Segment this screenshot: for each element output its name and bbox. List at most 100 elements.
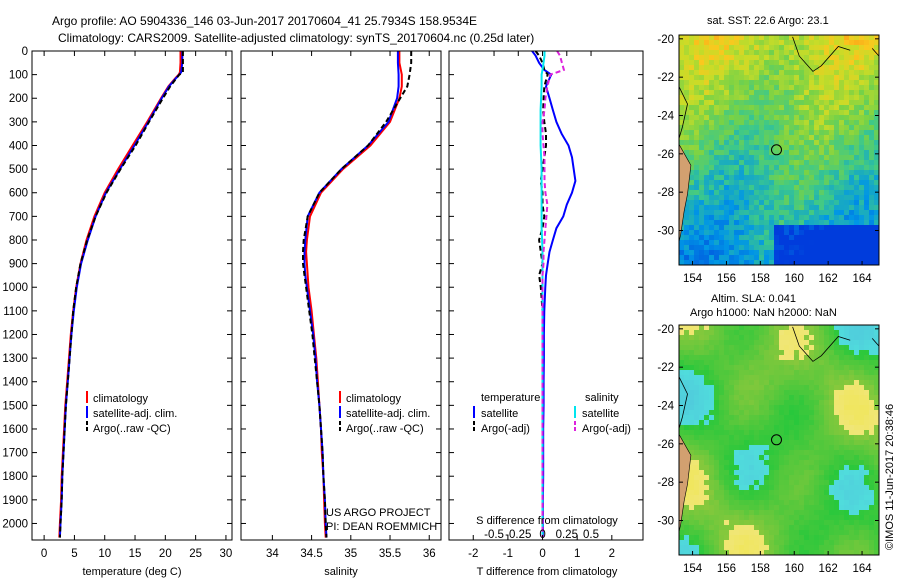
heatmap-cell — [699, 150, 705, 156]
heatmap-cell — [869, 210, 875, 216]
heatmap-cell — [744, 410, 750, 416]
heatmap-cell — [799, 240, 805, 246]
heatmap-cell — [779, 220, 785, 226]
heatmap-cell — [729, 140, 735, 146]
heatmap-cell — [859, 505, 865, 511]
heatmap-cell — [719, 195, 725, 201]
heatmap-cell — [864, 375, 870, 381]
heatmap-cell — [679, 550, 685, 556]
heatmap-cell — [864, 130, 870, 136]
heatmap-cell — [704, 245, 710, 251]
heatmap-cell — [819, 100, 825, 106]
heatmap-cell — [839, 75, 845, 81]
heatmap-cell — [829, 450, 835, 456]
heatmap-cell — [829, 130, 835, 136]
heatmap-cell — [714, 410, 720, 416]
heatmap-cell — [764, 445, 770, 451]
heatmap-cell — [799, 405, 805, 411]
heatmap-cell — [794, 355, 800, 361]
heatmap-cell — [769, 175, 775, 181]
heatmap-cell — [874, 400, 880, 406]
heatmap-cell — [699, 65, 705, 71]
heatmap-cell — [799, 450, 805, 456]
heatmap-cell — [874, 460, 880, 466]
project-note: US ARGO PROJECT — [326, 507, 431, 519]
heatmap-cell — [804, 515, 810, 521]
heatmap-cell — [709, 535, 715, 541]
heatmap-cell — [769, 375, 775, 381]
heatmap-cell — [844, 50, 850, 56]
heatmap-cell — [799, 245, 805, 251]
heatmap-cell — [834, 385, 840, 391]
heatmap-cell — [749, 505, 755, 511]
heatmap-cell — [804, 225, 810, 231]
heatmap-cell — [764, 130, 770, 136]
heatmap-cell — [709, 215, 715, 221]
heatmap-cell — [724, 190, 730, 196]
heatmap-cell — [784, 235, 790, 241]
heatmap-cell — [829, 390, 835, 396]
heatmap-cell — [849, 515, 855, 521]
heatmap-cell — [754, 470, 760, 476]
heatmap-cell — [829, 70, 835, 76]
heatmap-cell — [804, 335, 810, 341]
heatmap-cell — [774, 240, 780, 246]
heatmap-cell — [874, 360, 880, 366]
heatmap-cell — [784, 160, 790, 166]
heatmap-cell — [834, 545, 840, 551]
heatmap-cell — [829, 330, 835, 336]
heatmap-cell — [794, 90, 800, 96]
heatmap-cell — [734, 440, 740, 446]
heatmap-cell — [789, 365, 795, 371]
heatmap-cell — [764, 335, 770, 341]
heatmap-cell — [699, 240, 705, 246]
heatmap-cell — [729, 50, 735, 56]
heatmap-cell — [694, 145, 700, 151]
difference-panel: -2 -1 0 1 2 -0.5 -0.25 0 0.25 0.5 S difference f… — [448, 50, 644, 578]
heatmap-cell — [694, 540, 700, 546]
heatmap-cell — [799, 40, 805, 46]
heatmap-cell — [729, 260, 735, 266]
heatmap-cell — [869, 525, 875, 531]
heatmap-cell — [769, 340, 775, 346]
heatmap-cell — [809, 510, 815, 516]
heatmap-cell — [734, 180, 740, 186]
heatmap-cell — [824, 450, 830, 456]
heatmap-cell — [719, 475, 725, 481]
heatmap-cell — [864, 470, 870, 476]
heatmap-cell — [834, 520, 840, 526]
heatmap-cell — [744, 360, 750, 366]
heatmap-cell — [869, 250, 875, 256]
heatmap-cell — [864, 90, 870, 96]
heatmap-cell — [794, 35, 800, 41]
heatmap-cell — [874, 160, 880, 166]
heatmap-cell — [854, 535, 860, 541]
heatmap-cell — [824, 245, 830, 251]
heatmap-cell — [779, 490, 785, 496]
temperature-panel: 0100200300400500600700800900100011001200… — [2, 46, 643, 578]
heatmap-cell — [819, 85, 825, 91]
heatmap-cell — [734, 190, 740, 196]
heatmap-cell — [804, 485, 810, 491]
heatmap-cell — [839, 510, 845, 516]
heatmap-cell — [854, 195, 860, 201]
heatmap-cell — [849, 530, 855, 536]
heatmap-cell — [734, 165, 740, 171]
heatmap-cell — [734, 75, 740, 81]
heatmap-cell — [819, 525, 825, 531]
heatmap-cell — [789, 50, 795, 56]
heatmap-cell — [789, 95, 795, 101]
heatmap-cell — [864, 95, 870, 101]
y-tick-label: 400 — [9, 140, 28, 152]
heatmap-cell — [854, 260, 860, 266]
heatmap-cell — [779, 150, 785, 156]
heatmap-cell — [864, 430, 870, 436]
heatmap-cell — [849, 210, 855, 216]
heatmap-cell — [794, 415, 800, 421]
heatmap-cell — [844, 525, 850, 531]
heatmap-cell — [729, 250, 735, 256]
heatmap-cell — [734, 455, 740, 461]
heatmap-cell — [694, 390, 700, 396]
heatmap-cell — [734, 40, 740, 46]
heatmap-cell — [744, 165, 750, 171]
